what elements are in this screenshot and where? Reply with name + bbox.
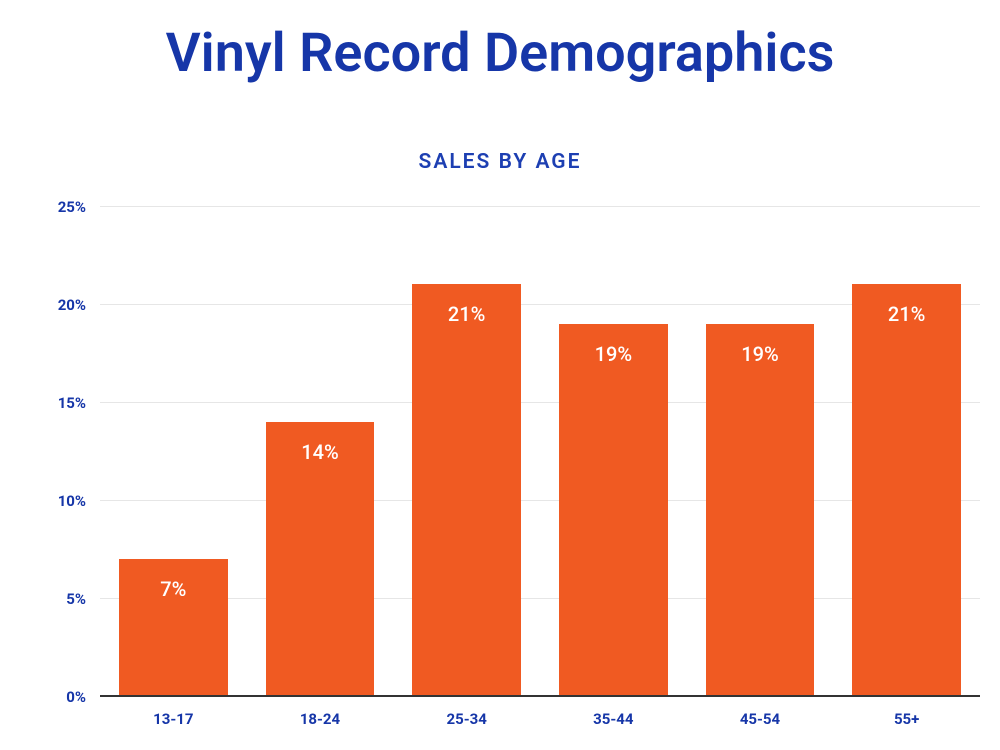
bar: 19% xyxy=(706,324,815,696)
bar-value-label: 21% xyxy=(412,302,521,326)
x-tick-label: 13-17 xyxy=(100,710,247,728)
bar-value-label: 14% xyxy=(266,440,375,464)
chart-subtitle: SALES BY AGE xyxy=(0,150,1000,174)
chart-title: Vinyl Record Demographics xyxy=(0,0,1000,85)
plot-area: 7% 14% 21% 19% 19% 21% xyxy=(100,206,980,696)
y-tick-label: 15% xyxy=(36,394,86,412)
bar-value-label: 19% xyxy=(706,342,815,366)
y-tick-label: 10% xyxy=(36,492,86,510)
bar: 19% xyxy=(559,324,668,696)
y-tick-label: 20% xyxy=(36,296,86,314)
bar: 21% xyxy=(412,284,521,696)
bar-value-label: 7% xyxy=(119,577,228,601)
bars-group: 7% 14% 21% 19% 19% 21% xyxy=(100,206,980,696)
y-tick-label: 5% xyxy=(36,590,86,608)
x-tick-label: 35-44 xyxy=(540,710,687,728)
y-tick-label: 0% xyxy=(36,688,86,706)
chart-container: { "chart": { "type": "bar", "title": "Vi… xyxy=(0,0,1000,750)
bar: 7% xyxy=(119,559,228,696)
x-tick-label: 55+ xyxy=(833,710,980,728)
x-tick-label: 25-34 xyxy=(393,710,540,728)
y-tick-label: 25% xyxy=(36,198,86,216)
bar: 14% xyxy=(266,422,375,696)
bar: 21% xyxy=(852,284,961,696)
x-axis-baseline xyxy=(100,695,980,697)
bar-value-label: 21% xyxy=(852,302,961,326)
x-tick-label: 45-54 xyxy=(687,710,834,728)
x-tick-label: 18-24 xyxy=(247,710,394,728)
bar-value-label: 19% xyxy=(559,342,668,366)
